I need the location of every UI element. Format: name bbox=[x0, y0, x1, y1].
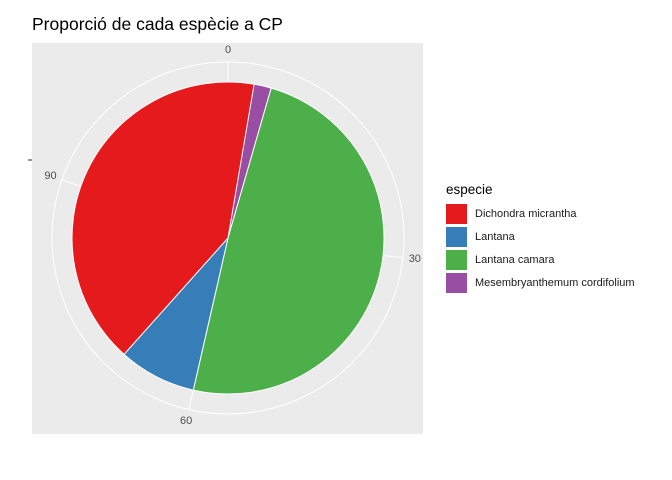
legend-item: Mesembryanthemum cordifolium bbox=[446, 271, 635, 294]
pie-slice-dichondra-micrantha bbox=[71, 81, 255, 356]
legend-label: Lantana camara bbox=[475, 253, 555, 266]
chart-title: Proporció de cada espècie a CP bbox=[32, 14, 283, 34]
tick-label-90: 90 bbox=[44, 170, 56, 182]
legend-title: especie bbox=[446, 182, 493, 197]
tick-label-60: 60 bbox=[180, 415, 192, 427]
legend-label: Mesembryanthemum cordifolium bbox=[475, 276, 635, 289]
legend-key bbox=[446, 272, 467, 293]
legend-item: Dichondra micrantha bbox=[446, 202, 635, 225]
legend-label: Dichondra micrantha bbox=[475, 207, 577, 220]
legend-key bbox=[446, 203, 467, 224]
pie-slice-lantana-camara bbox=[192, 87, 385, 395]
legend-key bbox=[446, 249, 467, 270]
tick-label-30: 30 bbox=[409, 253, 421, 265]
legend-key bbox=[446, 226, 467, 247]
legend-items: Dichondra micrantha Lantana Lantana camara… bbox=[446, 202, 635, 294]
tick-label-0: 0 bbox=[225, 44, 231, 56]
legend: especie Dichondra micrantha Lantana Lantan… bbox=[446, 182, 635, 294]
legend-item: Lantana camara bbox=[446, 248, 635, 271]
legend-item: Lantana bbox=[446, 225, 635, 248]
legend-label: Lantana bbox=[475, 230, 515, 243]
